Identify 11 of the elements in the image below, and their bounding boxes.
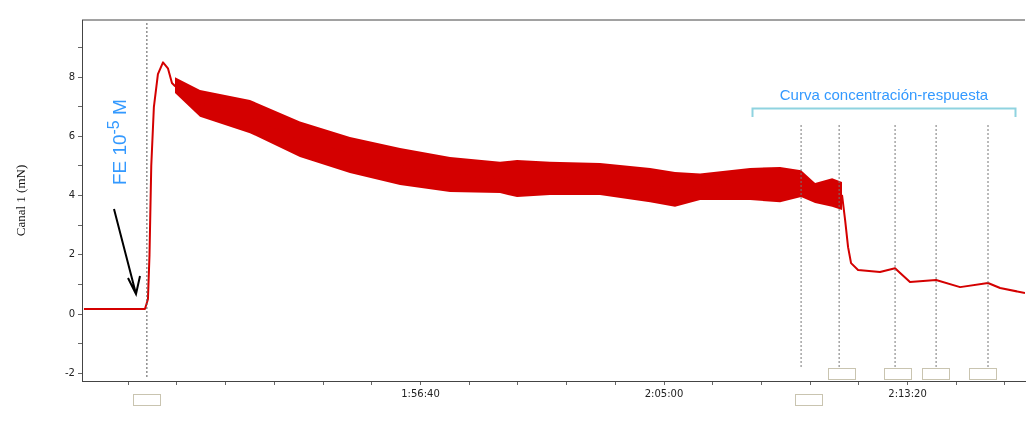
x-tick-label: 2:05:00 (644, 387, 684, 399)
x-tick-label: 2:13:20 (888, 387, 927, 399)
y-tick-label: -2 (65, 366, 75, 378)
y-axis-title: Canal 1 (mN) (13, 164, 29, 237)
y-tick-label: 4 (68, 189, 75, 201)
y-tick-label: 8 (68, 70, 75, 82)
y-tick-label: 6 (68, 129, 75, 141)
annotation: Curva concentración-respuesta (778, 86, 990, 103)
x-tick-label: 1:56:40 (401, 387, 440, 399)
y-tick-label: 2 (68, 248, 75, 260)
y-tick-label: 0 (68, 307, 75, 319)
